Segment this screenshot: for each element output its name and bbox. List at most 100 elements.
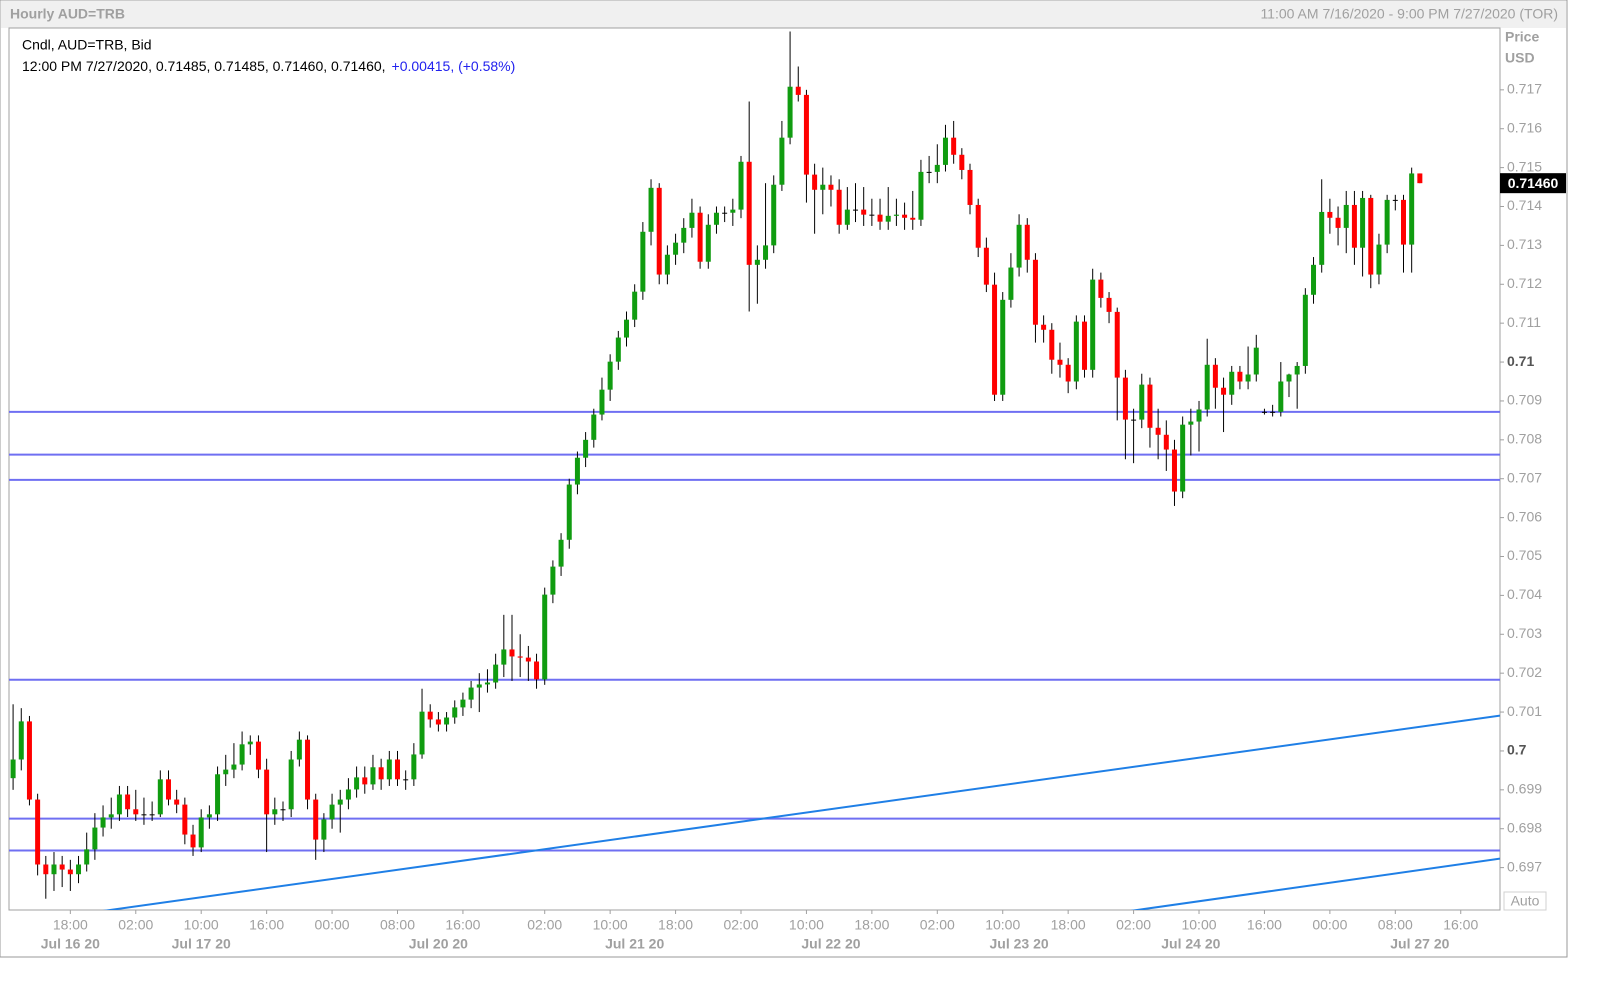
candle-body	[902, 214, 908, 218]
y-tick-label: 0.705	[1507, 547, 1542, 563]
candle-body	[1343, 204, 1349, 228]
candle-body	[35, 799, 41, 865]
candle-body	[1049, 329, 1055, 360]
candle-body	[493, 664, 499, 683]
candle-body	[198, 817, 204, 848]
candle-body	[133, 809, 139, 815]
y-tick-label: 0.717	[1507, 81, 1542, 97]
candle-body	[803, 94, 809, 175]
candle-body	[501, 649, 507, 665]
x-tick-label: 16:00	[1443, 917, 1478, 933]
y-tick-label: 0.713	[1507, 236, 1542, 252]
last-price-box	[1500, 173, 1566, 194]
candle-body	[1114, 311, 1120, 378]
candle-body	[591, 414, 597, 440]
candle-body	[1024, 224, 1030, 260]
candle-body	[517, 656, 523, 658]
candle-body	[59, 864, 65, 870]
candle-body	[10, 759, 16, 779]
candle-body	[746, 161, 752, 265]
candle-body	[558, 539, 564, 567]
candle-body	[231, 764, 237, 770]
candle-body	[583, 439, 589, 458]
candle-body	[918, 171, 924, 220]
candle-body	[411, 754, 417, 780]
trend-line	[1130, 857, 1500, 910]
candle-body	[1409, 173, 1415, 245]
candle-body	[272, 809, 278, 815]
y-tick-label: 0.706	[1507, 508, 1542, 524]
candle-body	[1286, 374, 1292, 382]
auto-label[interactable]: Auto	[1511, 893, 1540, 909]
candle-body	[362, 777, 368, 785]
candle-body	[722, 212, 728, 214]
x-tick-label: 18:00	[658, 917, 693, 933]
candle-body	[1311, 264, 1317, 295]
date-label: Jul 23 20	[990, 936, 1049, 952]
info-change: +0.00415, (+0.58%)	[392, 58, 516, 74]
x-tick-label: 16:00	[445, 917, 480, 933]
candle-body	[1098, 279, 1104, 298]
y-tick-label: 0.709	[1507, 392, 1542, 408]
candle-body	[1270, 411, 1276, 413]
candle-body	[108, 814, 114, 818]
candle-body	[730, 209, 736, 213]
candle-body	[967, 169, 973, 205]
candle-body	[76, 864, 82, 875]
candle-body	[681, 227, 687, 243]
candle-body	[1041, 324, 1047, 330]
candle-body	[370, 767, 376, 785]
candle-body	[664, 254, 670, 275]
y-tick-label: 0.703	[1507, 625, 1542, 641]
candle-body	[1417, 173, 1423, 184]
date-label: Jul 22 20	[801, 936, 860, 952]
chart-title: Hourly AUD=TRB	[10, 6, 125, 22]
y-tick-label: 0.711	[1507, 314, 1541, 330]
candle-body	[1327, 211, 1333, 218]
candle-body	[656, 187, 662, 275]
candle-body	[1212, 364, 1218, 388]
candle-body	[182, 804, 188, 835]
candle-body	[763, 245, 769, 260]
date-label: Jul 24 20	[1161, 936, 1220, 952]
y-tick-label: 0.71	[1507, 353, 1534, 369]
candle-body	[697, 212, 703, 262]
candle-body	[869, 214, 875, 216]
candle-body	[468, 687, 474, 700]
candle-body	[215, 774, 221, 815]
candle-body	[942, 137, 948, 165]
candle-body	[885, 215, 891, 222]
candle-body	[190, 834, 196, 848]
date-label: Jul 21 20	[605, 936, 664, 952]
x-tick-label: 18:00	[854, 917, 889, 933]
candle-body	[386, 759, 392, 780]
candle-body	[1106, 297, 1112, 312]
candle-body	[18, 721, 24, 760]
candle-body	[509, 649, 515, 657]
candle-body	[1351, 204, 1357, 248]
candle-body	[1237, 371, 1243, 382]
candle-body	[125, 794, 131, 810]
auto-button[interactable]	[1503, 891, 1547, 911]
candle-body	[1188, 421, 1194, 425]
date-label: Jul 17 20	[172, 936, 231, 952]
candle-body	[435, 719, 441, 725]
candle-body	[255, 741, 261, 770]
candle-body	[787, 86, 793, 138]
date-label: Jul 20 20	[409, 936, 468, 952]
candle-body	[354, 777, 360, 790]
candle-body	[247, 741, 253, 745]
candle-body	[141, 814, 147, 816]
candle-body	[1196, 409, 1202, 422]
x-tick-label: 00:00	[315, 917, 350, 933]
last-price-label: 0.71460	[1508, 175, 1559, 191]
candle-body	[1000, 299, 1006, 395]
candle-body	[1335, 217, 1341, 228]
candle-body	[828, 184, 834, 190]
candle-body	[1204, 364, 1210, 410]
plot-layer	[9, 31, 1500, 910]
x-tick-label: 10:00	[1181, 917, 1216, 933]
candle-body	[550, 566, 556, 595]
candle-body	[116, 794, 122, 815]
